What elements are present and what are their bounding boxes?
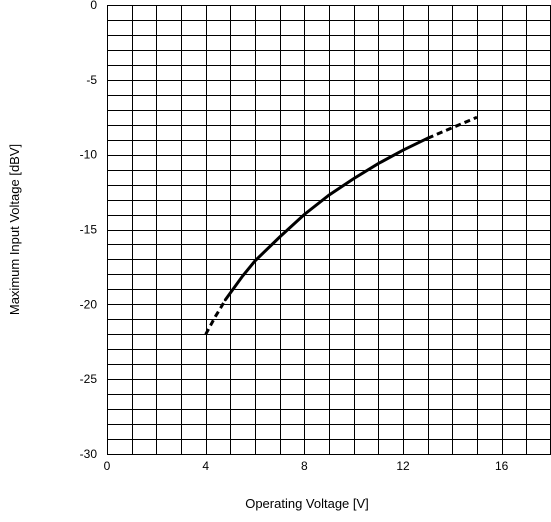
x-tick-label: 4: [202, 459, 209, 473]
x-tick-labels: 0 4 8 12 16: [104, 459, 509, 473]
x-tick-label: 12: [396, 459, 410, 473]
y-tick-labels: 0 -5 -10 -15 -20 -25 -30: [80, 0, 98, 461]
y-tick-label: -5: [86, 73, 97, 87]
curve-solid-segment: [223, 136, 430, 302]
y-tick-label: 0: [90, 0, 97, 12]
y-tick-label: -10: [80, 148, 98, 162]
data-series: [204, 115, 478, 336]
x-axis-title: Operating Voltage [V]: [245, 496, 369, 511]
grid: [107, 5, 551, 455]
curve-dashed-segment: [427, 115, 478, 140]
y-tick-label: -20: [80, 297, 98, 311]
y-axis-title: Maximum Input Voltage [dBV]: [7, 144, 22, 315]
y-tick-label: -25: [80, 372, 98, 386]
y-tick-label: -15: [80, 223, 98, 237]
y-tick-label: -30: [80, 447, 98, 461]
x-tick-label: 8: [301, 459, 308, 473]
x-tick-label: 16: [495, 459, 509, 473]
x-tick-label: 0: [104, 459, 111, 473]
curve-dashed-segment: [204, 299, 227, 336]
